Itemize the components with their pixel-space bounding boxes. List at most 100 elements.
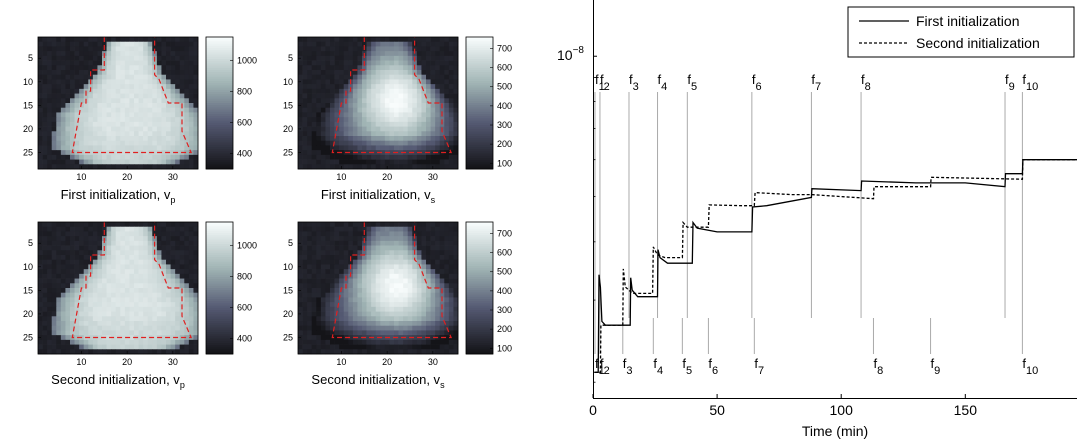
legend-entry-second: Second initialization bbox=[916, 35, 1040, 51]
marker-label-bottom: f10 bbox=[1022, 356, 1038, 377]
y-tick-label: 15 bbox=[23, 285, 33, 295]
marker-label-top: f9 bbox=[1005, 72, 1015, 93]
colorbar-frame bbox=[465, 221, 494, 355]
y-tick-label: 15 bbox=[23, 100, 33, 110]
region-outline bbox=[331, 37, 453, 154]
heatmap-image bbox=[298, 37, 459, 170]
y-tick-label: 20 bbox=[23, 309, 33, 319]
marker-label-top: f4 bbox=[658, 72, 668, 93]
marker-label-bottom: f4 bbox=[653, 356, 663, 377]
heatmap-frame bbox=[37, 221, 199, 355]
colorbar-tick-label: 600 bbox=[497, 63, 512, 73]
heatmap-panel: 5 10 15 20 25 10 20 30 700 600 500 400 300 200 100 Seco… bbox=[283, 221, 512, 390]
marker-label-top: f6 bbox=[752, 72, 762, 93]
colorbar-tick-label: 300 bbox=[497, 120, 512, 130]
colorbar-tick-label: 1000 bbox=[237, 55, 257, 65]
y-tick-label: 20 bbox=[283, 124, 293, 134]
x-tick-label: 30 bbox=[428, 172, 438, 182]
marker-label-bottom: f3 bbox=[623, 356, 633, 377]
region-outline bbox=[331, 222, 453, 339]
legend: First initialization Second initializati… bbox=[847, 6, 1075, 58]
panel-caption: First initialization, vs bbox=[321, 187, 436, 205]
colorbar-tick-label: 400 bbox=[497, 101, 512, 111]
marker-label-top: f1 bbox=[595, 72, 605, 93]
colorbar-tick-label: 200 bbox=[497, 139, 512, 149]
y-tick-label: 10 bbox=[23, 262, 33, 272]
region-outline bbox=[71, 222, 193, 339]
colorbar-tick-label: 200 bbox=[497, 324, 512, 334]
colorbar-frame bbox=[465, 36, 494, 170]
marker-label-top: f2 bbox=[600, 72, 610, 93]
heatmap-panel: 5 10 15 20 25 10 20 30 1000 800 600 400 First initia… bbox=[23, 36, 257, 205]
heatmap-image bbox=[38, 37, 199, 170]
heatmap-frame bbox=[297, 221, 459, 355]
colorbar-tick-label: 1000 bbox=[237, 240, 257, 250]
colorbar-tick-label: 400 bbox=[497, 286, 512, 296]
colorbar-tick-label: 800 bbox=[237, 271, 252, 281]
line-chart: f1f1f2f2f3f3f4f4f5f5f6f6f7f7f8f8f9f9f10f… bbox=[557, 0, 1077, 439]
marker-label-bottom: f9 bbox=[931, 356, 941, 377]
series-second-initialization bbox=[594, 159, 1077, 373]
x-tick-label: 50 bbox=[709, 402, 725, 418]
colorbar-tick-label: 400 bbox=[237, 333, 252, 343]
heatmap-panel: 5 10 15 20 25 10 20 30 700 600 500 400 300 200 100 Firs… bbox=[283, 36, 512, 205]
colorbar-tick-label: 500 bbox=[497, 267, 512, 277]
colorbar-tick-label: 600 bbox=[237, 302, 252, 312]
panel-caption: First initialization, vp bbox=[61, 187, 176, 205]
colorbar-frame bbox=[205, 221, 234, 355]
marker-label-top: f10 bbox=[1022, 72, 1038, 93]
x-axis-label: Time (min) bbox=[802, 423, 868, 439]
y-tick-label: 10 bbox=[283, 77, 293, 87]
heatmap-frame bbox=[297, 36, 459, 170]
marker-label-top: f8 bbox=[861, 72, 871, 93]
marker-label-bottom: f8 bbox=[873, 356, 883, 377]
y-tick-label: 15 bbox=[283, 285, 293, 295]
x-tick-label: 10 bbox=[336, 357, 346, 367]
y-tick-label: 25 bbox=[283, 333, 293, 343]
x-tick-label: 30 bbox=[428, 357, 438, 367]
marker-label-top: f3 bbox=[629, 72, 639, 93]
y-tick-label: 25 bbox=[23, 148, 33, 158]
y-tick-label: 10−8 bbox=[557, 45, 584, 63]
y-tick-label: 20 bbox=[23, 124, 33, 134]
y-tick-label: 5 bbox=[288, 238, 293, 248]
x-tick-label: 20 bbox=[382, 357, 392, 367]
x-tick-label: 0 bbox=[589, 402, 597, 418]
colorbar-tick-label: 500 bbox=[497, 82, 512, 92]
y-tick-label: 25 bbox=[23, 333, 33, 343]
colorbar-tick-label: 300 bbox=[497, 305, 512, 315]
y-tick-label: 5 bbox=[28, 53, 33, 63]
colorbar-frame bbox=[205, 36, 234, 170]
y-tick-label: 5 bbox=[28, 238, 33, 248]
marker-label-bottom: f1 bbox=[595, 356, 605, 377]
marker-label-top: f5 bbox=[687, 72, 697, 93]
heatmap-figure: 5 10 15 20 25 10 20 30 1000 800 600 400 First initia… bbox=[23, 36, 512, 390]
panel-caption: Second initialization, vp bbox=[51, 372, 185, 390]
legend-entry-first: First initialization bbox=[916, 13, 1019, 29]
x-tick-label: 30 bbox=[168, 172, 178, 182]
region-outline bbox=[71, 37, 193, 154]
colorbar-tick-label: 700 bbox=[497, 228, 512, 238]
colorbar-tick-label: 600 bbox=[497, 248, 512, 258]
colorbar: 1000 800 600 400 bbox=[205, 36, 257, 170]
colorbar-tick-label: 100 bbox=[497, 343, 512, 353]
x-tick-label: 100 bbox=[830, 402, 854, 418]
y-tick-label: 5 bbox=[288, 53, 293, 63]
x-tick-label: 10 bbox=[336, 172, 346, 182]
heatmap-image bbox=[298, 222, 459, 355]
colorbar-tick-label: 400 bbox=[237, 148, 252, 158]
marker-label-top: f7 bbox=[811, 72, 821, 93]
x-tick-label: 10 bbox=[76, 172, 86, 182]
marker-label-bottom: f7 bbox=[754, 356, 764, 377]
plot-area bbox=[593, 0, 1077, 398]
colorbar: 700 600 500 400 300 200 100 bbox=[465, 221, 512, 355]
colorbar-tick-label: 700 bbox=[497, 43, 512, 53]
x-tick-label: 150 bbox=[954, 402, 978, 418]
y-tick-label: 10 bbox=[23, 77, 33, 87]
x-tick-label: 10 bbox=[76, 357, 86, 367]
heatmap-image bbox=[38, 222, 199, 355]
panel-caption: Second initialization, vs bbox=[311, 372, 445, 390]
heatmap-frame bbox=[37, 36, 199, 170]
x-tick-label: 20 bbox=[122, 172, 132, 182]
y-tick-label: 10 bbox=[283, 262, 293, 272]
